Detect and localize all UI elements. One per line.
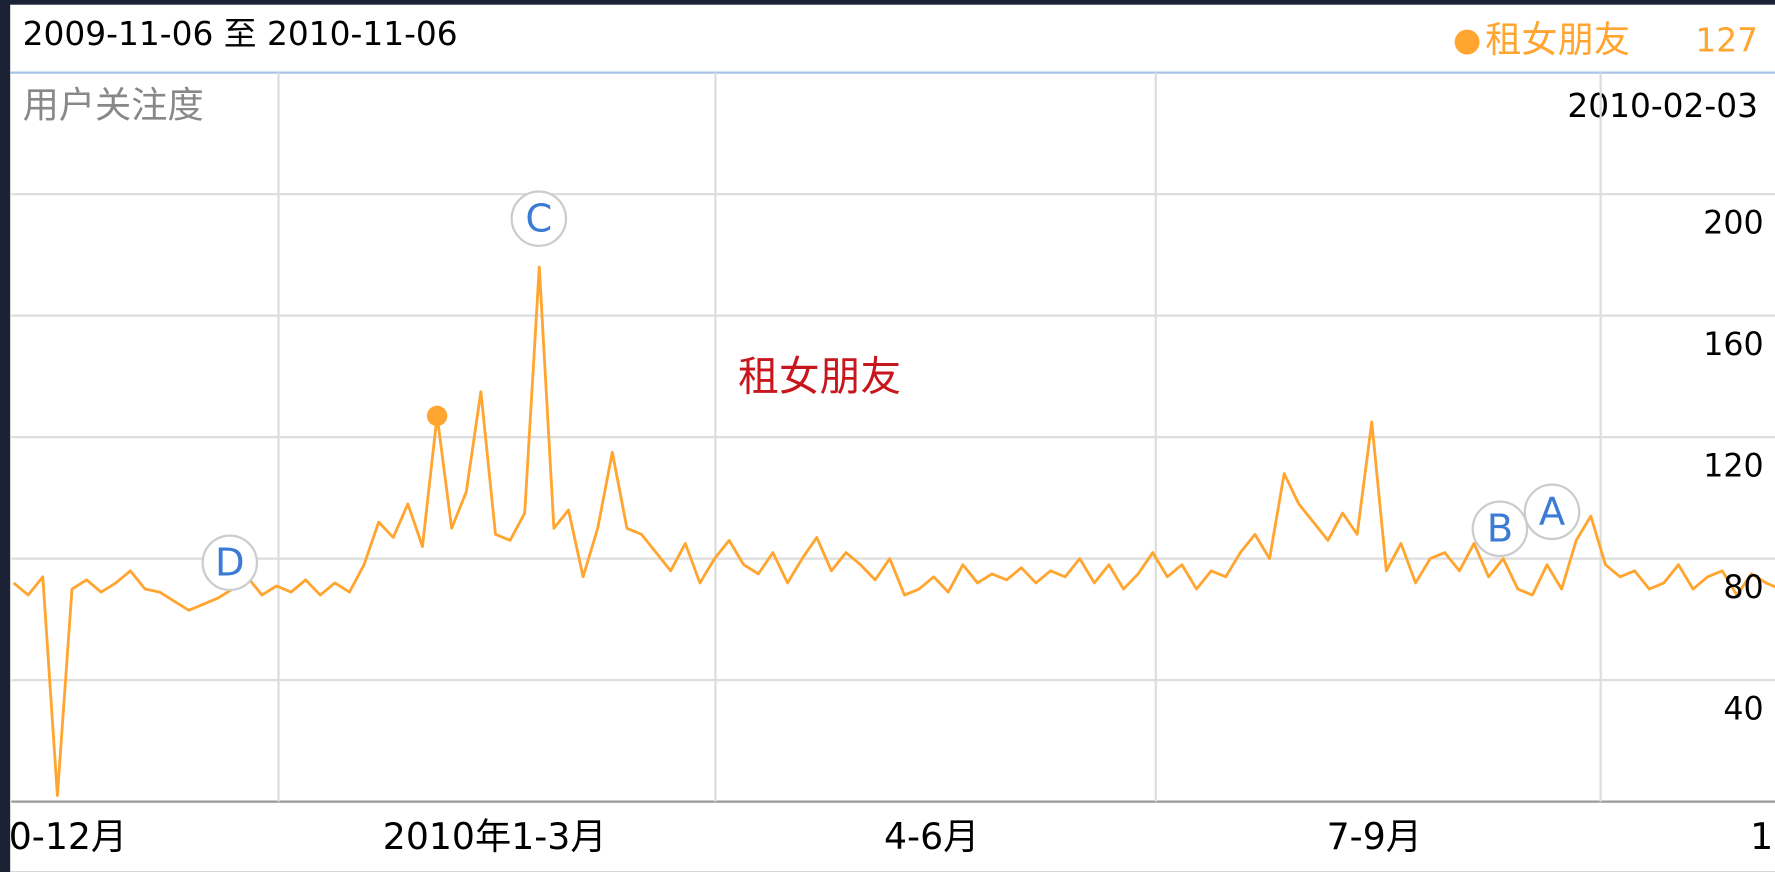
y-tick-label: 160: [1703, 327, 1763, 363]
annotation-label: A: [1539, 490, 1565, 535]
x-tick-label: 0-12月: [9, 815, 127, 858]
annotation-badge: [1523, 483, 1581, 541]
annotation-badge: [1471, 500, 1529, 558]
y-tick-label: 120: [1703, 449, 1763, 485]
annotation-badge: [510, 190, 568, 247]
plot: [12, 265, 1775, 797]
legend-label[interactable]: 租女朋友: [1485, 18, 1630, 61]
x-tick-label: 2010年1-3月: [383, 815, 607, 858]
x-tick-label: 4-6月: [884, 815, 979, 858]
annotation-badge: [201, 534, 259, 592]
series-line: [12, 265, 1775, 797]
y-tick-label: 40: [1723, 692, 1763, 728]
hover-dot: [426, 405, 448, 427]
date-range: 2009-11-06 至 2010-11-06: [23, 15, 458, 53]
y-tick-label: 200: [1703, 206, 1763, 242]
annotation-label: C: [525, 196, 552, 241]
watermark: 租女朋友: [738, 352, 901, 400]
annotation-label: D: [215, 541, 245, 586]
hover-date: 2010-02-03: [1567, 87, 1758, 125]
annotation-label: B: [1487, 507, 1513, 552]
legend-swatch: [1454, 29, 1480, 55]
legend-value: 127: [1695, 22, 1758, 60]
x-tick-label: 10: [1750, 815, 1775, 858]
x-tick-label: 7-9月: [1327, 815, 1422, 858]
y-tick-label: 80: [1723, 570, 1763, 606]
y-axis-label: 用户关注度: [23, 84, 204, 127]
